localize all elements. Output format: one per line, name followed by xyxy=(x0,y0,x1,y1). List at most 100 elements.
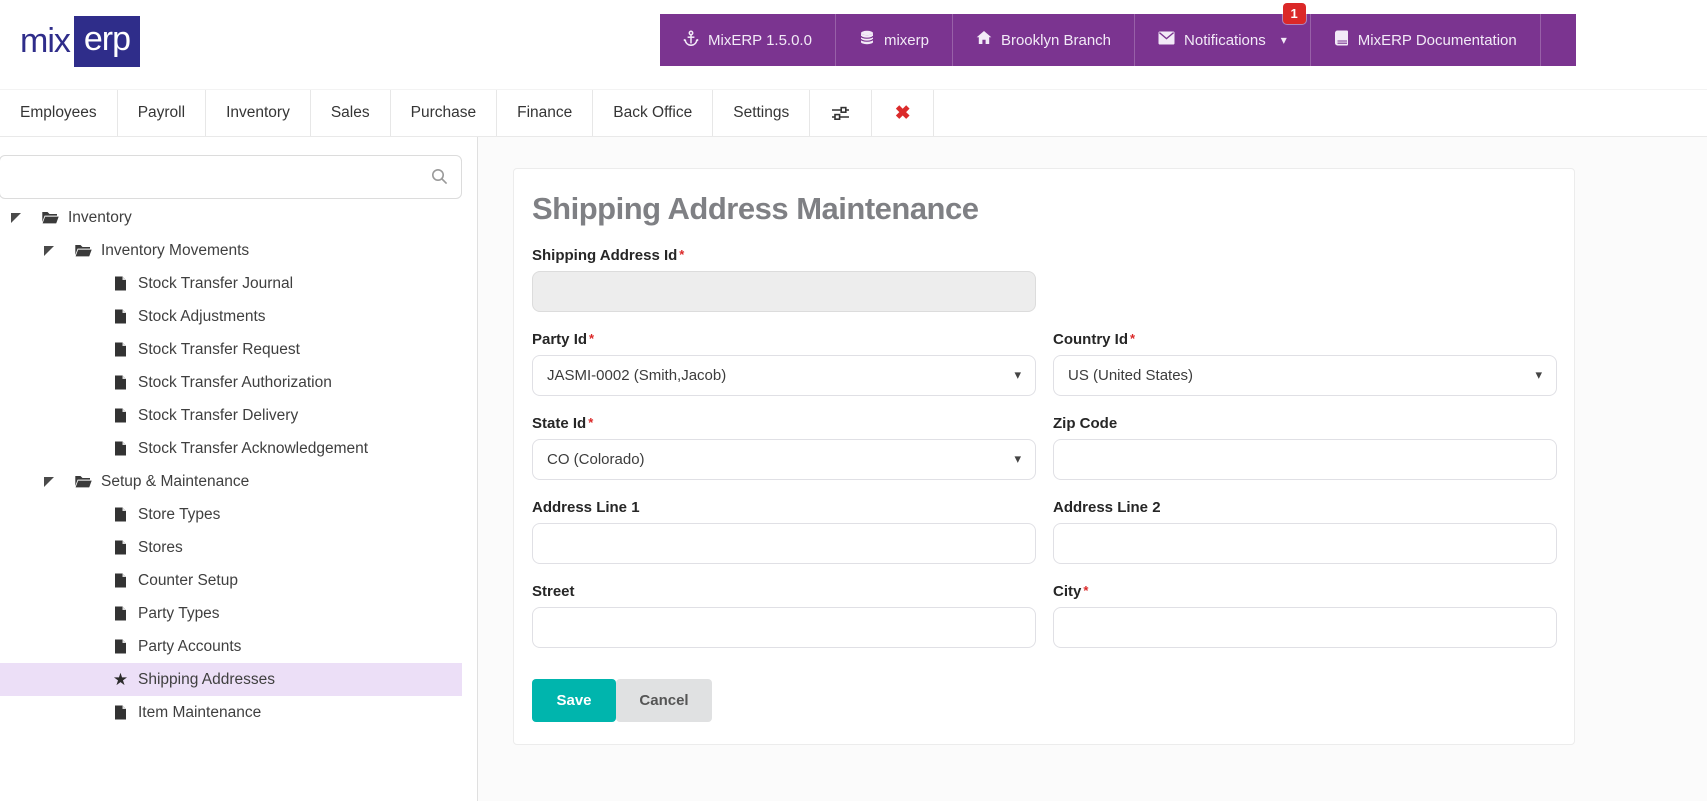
nav-branch[interactable]: Brooklyn Branch xyxy=(951,14,1134,66)
sliders-icon[interactable] xyxy=(810,90,873,136)
nav-notifications-label: Notifications xyxy=(1184,31,1266,49)
tree-item-stock-transfer-journal[interactable]: Stock Transfer Journal xyxy=(0,267,462,300)
file-icon xyxy=(112,639,129,654)
tree-item-label: Party Accounts xyxy=(138,637,242,655)
file-icon xyxy=(112,573,129,588)
folder-open-icon xyxy=(42,211,59,224)
collapse-triangle-icon[interactable] xyxy=(10,212,24,223)
tree-item-label: Item Maintenance xyxy=(138,703,262,721)
top-nav: MixERP 1.5.0.0 mixerp Brooklyn Branch xyxy=(660,3,1576,66)
selected-value: JASMI-0002 (Smith,Jacob) xyxy=(547,367,727,384)
anchor-icon xyxy=(683,30,699,50)
tree-item-stock-adjustments[interactable]: Stock Adjustments xyxy=(0,300,462,333)
field-address-line-2: Address Line 2 xyxy=(1053,499,1557,564)
tree-item-label: Store Types xyxy=(138,505,221,523)
nav-documentation-label: MixERP Documentation xyxy=(1357,31,1517,49)
file-icon xyxy=(112,540,129,555)
file-icon xyxy=(112,342,129,357)
tree-item-stock-transfer-authorization[interactable]: Stock Transfer Authorization xyxy=(0,366,462,399)
page-title: Shipping Address Maintenance xyxy=(532,191,979,226)
tree-item-stock-transfer-request[interactable]: Stock Transfer Request xyxy=(0,333,462,366)
field-label: Zip Code xyxy=(1053,415,1118,432)
nav-documentation[interactable]: MixERP Documentation xyxy=(1309,14,1540,66)
field-label: Address Line 2 xyxy=(1053,499,1161,516)
sidebar-search-input[interactable] xyxy=(0,155,462,199)
state-id-select[interactable]: CO (Colorado) ▾ xyxy=(532,439,1036,480)
required-asterisk: * xyxy=(679,247,685,262)
field-state-id: State Id * CO (Colorado) ▾ xyxy=(532,415,1036,480)
tree-item-stock-transfer-delivery[interactable]: Stock Transfer Delivery xyxy=(0,399,462,432)
main-panel: Shipping Address Maintenance Shipping Ad… xyxy=(478,137,1707,801)
tree-item-inventory-movements[interactable]: Inventory Movements xyxy=(0,234,462,267)
nav-version[interactable]: MixERP 1.5.0.0 xyxy=(660,14,835,66)
tree-item-label: Stock Transfer Acknowledgement xyxy=(138,439,369,457)
required-asterisk: * xyxy=(588,415,594,430)
menu-sales[interactable]: Sales xyxy=(311,90,391,136)
tree-item-label: Stock Adjustments xyxy=(138,307,266,325)
field-label: Street xyxy=(532,583,575,600)
sidebar: Inventory Inventory Movements xyxy=(0,137,478,801)
address-line-2-input[interactable] xyxy=(1053,523,1557,564)
tree-item-party-types[interactable]: Party Types xyxy=(0,597,462,630)
module-menu-bar: Employees Payroll Inventory Sales Purcha… xyxy=(0,89,1707,137)
tree-item-stock-transfer-acknowledgement[interactable]: Stock Transfer Acknowledgement xyxy=(0,432,462,465)
collapse-triangle-icon[interactable] xyxy=(43,476,57,487)
tree-item-label: Stock Transfer Delivery xyxy=(138,406,299,424)
menu-back-office[interactable]: Back Office xyxy=(593,90,714,136)
zip-code-input[interactable] xyxy=(1053,439,1557,480)
collapse-triangle-icon[interactable] xyxy=(43,245,57,256)
address-line-1-input[interactable] xyxy=(532,523,1036,564)
nav-database-label: mixerp xyxy=(883,31,929,49)
tree-item-shipping-addresses[interactable]: ★ Shipping Addresses xyxy=(0,663,462,696)
party-id-select[interactable]: JASMI-0002 (Smith,Jacob) ▾ xyxy=(532,355,1036,396)
tree-item-label: Inventory xyxy=(68,208,132,226)
folder-open-icon xyxy=(75,244,92,257)
street-input[interactable] xyxy=(532,607,1036,648)
close-icon[interactable]: ✖ xyxy=(872,90,935,136)
tree-item-item-maintenance[interactable]: Item Maintenance xyxy=(0,696,462,729)
chevron-down-icon: ▾ xyxy=(1014,367,1021,382)
tree-item-counter-setup[interactable]: Counter Setup xyxy=(0,564,462,597)
file-icon xyxy=(112,705,129,720)
tree-item-inventory[interactable]: Inventory xyxy=(0,201,462,234)
mixerp-logo[interactable]: mix erp xyxy=(20,16,141,67)
tree-item-stores[interactable]: Stores xyxy=(0,531,462,564)
save-button[interactable]: Save xyxy=(532,679,616,722)
menu-purchase[interactable]: Purchase xyxy=(391,90,498,136)
shipping-address-id-input xyxy=(532,271,1036,312)
file-icon xyxy=(112,309,129,324)
menu-inventory[interactable]: Inventory xyxy=(206,90,311,136)
menu-finance[interactable]: Finance xyxy=(497,90,594,136)
field-address-line-1: Address Line 1 xyxy=(532,499,1036,564)
cancel-button[interactable]: Cancel xyxy=(616,679,712,722)
nav-notifications[interactable]: 1 Notifications ▾ xyxy=(1134,3,1310,66)
envelope-icon xyxy=(1158,31,1175,49)
menu-employees[interactable]: Employees xyxy=(0,90,118,136)
menu-settings[interactable]: Settings xyxy=(713,90,811,136)
tree-item-setup-maintenance[interactable]: Setup & Maintenance xyxy=(0,465,462,498)
field-label: State Id xyxy=(532,415,587,432)
city-input[interactable] xyxy=(1053,607,1557,648)
selected-value: CO (Colorado) xyxy=(547,451,645,468)
database-icon xyxy=(859,30,875,50)
country-id-select[interactable]: US (United States) ▾ xyxy=(1053,355,1557,396)
notifications-badge: 1 xyxy=(1282,3,1306,24)
tree-item-party-accounts[interactable]: Party Accounts xyxy=(0,630,462,663)
field-label: Party Id xyxy=(532,331,588,348)
menu-payroll[interactable]: Payroll xyxy=(118,90,207,136)
file-icon xyxy=(112,375,129,390)
chevron-down-icon: ▾ xyxy=(1280,33,1287,47)
file-icon xyxy=(112,507,129,522)
book-icon xyxy=(1334,30,1349,50)
field-zip-code: Zip Code xyxy=(1053,415,1557,480)
tree-item-label: Stock Transfer Request xyxy=(138,340,300,358)
nav-database[interactable]: mixerp xyxy=(834,14,952,66)
tree-item-label: Party Types xyxy=(138,604,220,622)
tree-item-store-types[interactable]: Store Types xyxy=(0,498,462,531)
form-actions: Save Cancel xyxy=(532,679,1557,722)
field-label: Address Line 1 xyxy=(532,499,640,516)
navigation-tree: Inventory Inventory Movements xyxy=(0,201,462,729)
star-icon: ★ xyxy=(112,670,129,689)
nav-overflow-area xyxy=(1539,14,1576,66)
field-label: Shipping Address Id xyxy=(532,247,678,264)
